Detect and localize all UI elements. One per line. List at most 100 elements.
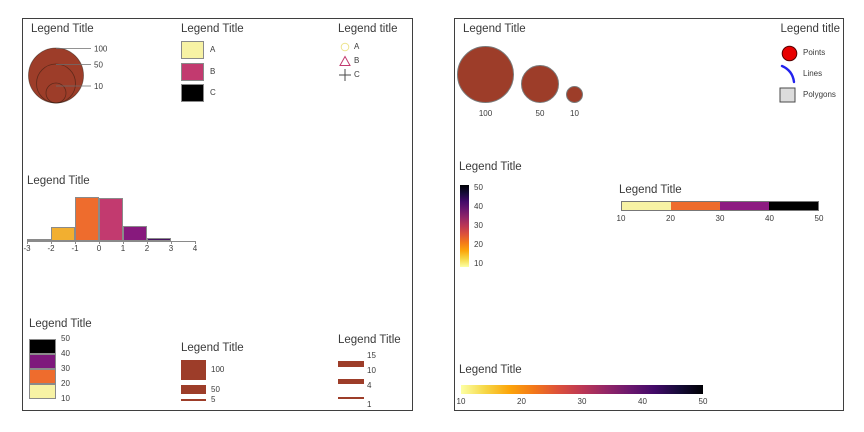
legend-title: Legend Title	[27, 175, 90, 187]
class-block	[29, 384, 56, 399]
triangle-outline-icon	[339, 55, 351, 66]
legend-class-blocks: Legend Title 50 40 30 20 10	[29, 316, 119, 408]
tick-label: 3	[168, 244, 174, 253]
tick-label: 40	[638, 397, 647, 406]
x-axis-tick	[99, 241, 100, 244]
gradient-colorbar-horizontal	[461, 385, 703, 394]
symbol-label: Polygons	[803, 90, 836, 99]
tick-label: 50	[211, 384, 220, 394]
tick-label: 40	[765, 214, 774, 223]
histogram-bar	[147, 238, 171, 241]
tick-label: 50	[814, 214, 824, 223]
figure-panel-right: Legend Title 100 50 10 Legend title Points…	[454, 18, 844, 411]
category-swatch	[181, 41, 204, 59]
nested-circles-svg: 100 50 10	[28, 44, 108, 104]
x-axis-tick	[27, 241, 28, 244]
class-block	[29, 354, 56, 369]
legend-line-widths: Legend Title 15 10 4 1	[336, 332, 414, 409]
x-axis-tick	[123, 241, 124, 244]
tick-label: B	[210, 67, 216, 76]
size-label: 50	[94, 60, 103, 69]
legend-title: Legend Title	[31, 23, 94, 35]
legend-title: Legend Title	[29, 318, 92, 330]
tick-label: 10	[474, 259, 483, 268]
gradient-colorbar-vertical	[460, 185, 469, 267]
legend-title: Legend Title	[463, 23, 526, 35]
symbol-label: B	[354, 56, 360, 65]
tick-label: 50	[61, 334, 70, 343]
tick-label: 4	[192, 244, 198, 253]
x-axis-tick	[147, 241, 148, 244]
legend-histogram: Legend Title -3 -2 -1 0 1 2 3 4	[23, 173, 207, 253]
size-square	[181, 399, 206, 401]
tick-label: 20	[61, 379, 70, 388]
x-axis-tick	[195, 241, 196, 244]
histogram-bar	[75, 197, 99, 241]
histogram-bar	[99, 198, 123, 241]
circle-outline-icon	[340, 42, 350, 52]
tick-label: 2	[144, 244, 150, 253]
legend-title: Legend Title	[181, 342, 244, 354]
category-swatch	[181, 84, 204, 102]
size-circle	[521, 65, 559, 103]
size-square	[181, 385, 206, 394]
tick-label: 50	[535, 109, 545, 118]
size-label: 10	[94, 82, 103, 91]
tick-label: 100	[478, 109, 493, 118]
legend-title: Legend Title	[338, 334, 401, 346]
size-circle	[457, 46, 514, 103]
x-axis-line	[27, 241, 195, 242]
tick-label: 30	[61, 364, 70, 373]
tick-label: -3	[23, 244, 31, 253]
x-axis-tick	[171, 241, 172, 244]
legend-continuous-vertical: Legend Title 50 40 30 20 10	[459, 161, 529, 276]
tick-label: 50	[474, 183, 483, 192]
tick-label: 10	[616, 214, 626, 223]
tick-label: 30	[577, 397, 587, 406]
symbol-label: Points	[803, 48, 826, 57]
size-circle	[45, 82, 67, 104]
x-axis-tick	[75, 241, 76, 244]
class-block	[29, 339, 56, 354]
tick-label: A	[210, 45, 216, 54]
tick-label: C	[210, 88, 216, 97]
color-segment	[720, 202, 769, 210]
tick-label: 1	[367, 400, 372, 409]
points-icon	[781, 45, 798, 62]
polygons-icon	[779, 87, 796, 103]
width-bar	[338, 397, 364, 399]
tick-label: 40	[474, 202, 483, 211]
legend-area-sizes: Legend Title 100 50 5	[179, 340, 289, 408]
tick-label: 5	[211, 394, 216, 404]
tick-label: 10	[570, 109, 579, 118]
legend-symbol-categories: Legend title A B C	[336, 21, 414, 121]
color-segment	[769, 202, 818, 210]
legend-circle-sizes: Legend Title 100 50 10	[457, 21, 599, 121]
tick-label: 0	[96, 244, 102, 253]
legend-title: Legend title	[780, 23, 840, 35]
legend-fill-categories: Legend Title A B C	[179, 21, 289, 121]
legend-title: Legend Title	[459, 161, 522, 173]
discrete-colorbar-horizontal	[621, 201, 819, 211]
histogram-bar	[51, 227, 75, 241]
tick-label: 20	[666, 214, 675, 223]
tick-label: 10	[456, 397, 466, 406]
size-label: 100	[94, 44, 108, 53]
x-axis-tick	[51, 241, 52, 244]
width-bar	[338, 379, 364, 384]
legend-title: Legend title	[338, 23, 398, 35]
tick-label: 10	[367, 366, 376, 375]
legend-continuous-horizontal: Legend Title 10 20 30 40 50	[456, 364, 711, 406]
symbol-label: A	[354, 42, 360, 51]
legend-nested-circles: Legend Title 100 50 10	[28, 21, 149, 123]
tick-label: 20	[517, 397, 526, 406]
tick-label: 50	[698, 397, 708, 406]
tick-label: -2	[47, 244, 55, 253]
size-circle	[566, 86, 583, 103]
category-swatch	[181, 63, 204, 81]
width-bar	[338, 361, 364, 367]
legend-geometry-types: Legend title Points Lines Polygons	[758, 21, 840, 116]
size-square	[181, 360, 206, 380]
